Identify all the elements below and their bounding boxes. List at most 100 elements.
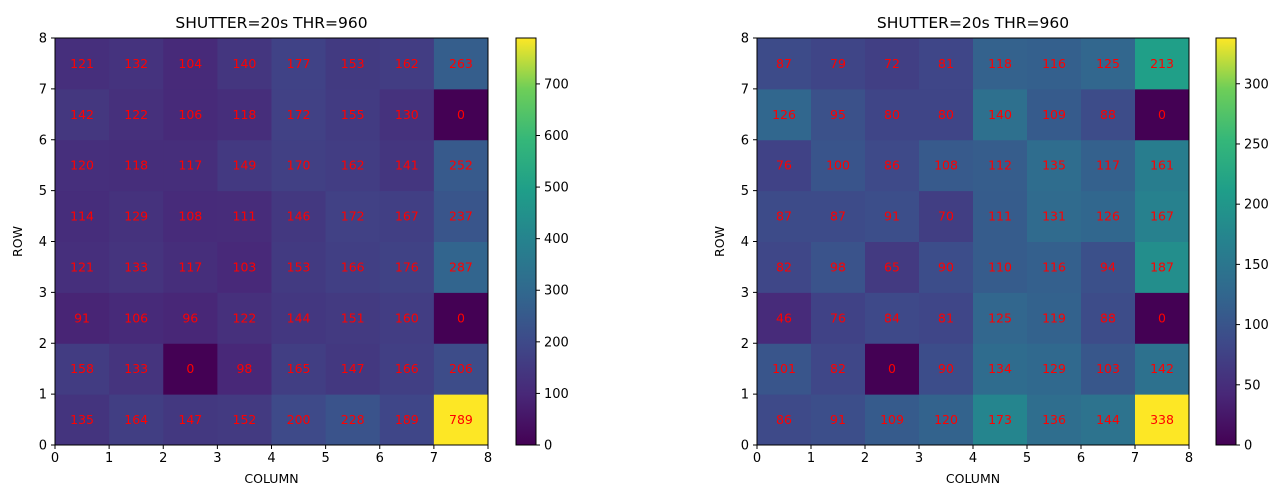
heatmap-cell bbox=[271, 343, 327, 395]
heatmap-cell bbox=[1081, 38, 1136, 90]
x-tick-label: 1 bbox=[807, 451, 815, 466]
colorbar bbox=[1215, 37, 1237, 446]
heatmap-cell bbox=[55, 190, 110, 242]
colorbar bbox=[515, 37, 537, 446]
x-tick-label: 3 bbox=[915, 451, 923, 466]
cell-value-label: 82 bbox=[776, 259, 792, 274]
heatmap-cell bbox=[1135, 292, 1190, 344]
heatmap-cell bbox=[217, 343, 272, 395]
heatmap-cell bbox=[379, 88, 435, 141]
cell-value-label: 189 bbox=[395, 412, 419, 427]
y-tick-label: 4 bbox=[39, 235, 47, 250]
cell-value-label: 87 bbox=[830, 209, 846, 224]
cell-value-label: 111 bbox=[233, 209, 257, 224]
heatmap-cell bbox=[1027, 190, 1082, 242]
x-tick-label: 5 bbox=[321, 451, 329, 466]
cell-value-label: 153 bbox=[287, 259, 311, 274]
chart-title: SHUTTER=20s THR=960 bbox=[175, 14, 367, 32]
heatmap-cell bbox=[865, 88, 920, 141]
colorbar-tick-label: 300 bbox=[1244, 77, 1269, 92]
x-tick-label: 2 bbox=[159, 451, 167, 466]
cell-value-label: 118 bbox=[124, 158, 148, 173]
heatmap-cell bbox=[757, 139, 812, 192]
x-tick-label: 7 bbox=[1131, 451, 1139, 466]
cell-value-label: 87 bbox=[776, 56, 792, 71]
cell-value-label: 106 bbox=[178, 107, 202, 122]
cell-value-label: 79 bbox=[830, 56, 846, 71]
heatmap-cell bbox=[811, 292, 866, 344]
heatmap-cell bbox=[973, 241, 1028, 293]
heatmap-cell bbox=[757, 292, 812, 344]
cell-value-label: 135 bbox=[70, 412, 94, 427]
y-tick-label: 8 bbox=[741, 32, 749, 47]
cell-value-label: 133 bbox=[124, 259, 148, 274]
heatmap-cell bbox=[325, 190, 381, 242]
cell-value-label: 76 bbox=[830, 310, 846, 325]
heatmap-cell bbox=[865, 394, 920, 446]
cell-value-label: 125 bbox=[1096, 56, 1120, 71]
heatmap-cell bbox=[109, 38, 164, 90]
heatmap-cell bbox=[757, 394, 812, 446]
heatmap-cell bbox=[163, 292, 218, 344]
cell-value-label: 177 bbox=[287, 56, 311, 71]
y-axis-label: ROW bbox=[712, 226, 727, 257]
heatmap-cell bbox=[163, 394, 218, 446]
heatmap-cell bbox=[1081, 190, 1136, 242]
cell-value-label: 167 bbox=[1150, 209, 1174, 224]
cell-value-label: 129 bbox=[124, 209, 148, 224]
x-tick-label: 7 bbox=[430, 451, 438, 466]
heatmap-cell bbox=[55, 292, 110, 344]
cell-value-label: 117 bbox=[1096, 158, 1120, 173]
heatmap-cell bbox=[217, 190, 272, 242]
cell-value-label: 98 bbox=[830, 259, 846, 274]
cell-value-label: 131 bbox=[1042, 209, 1066, 224]
x-tick-label: 4 bbox=[267, 451, 275, 466]
cell-value-label: 116 bbox=[1042, 259, 1066, 274]
cell-value-label: 84 bbox=[884, 310, 900, 325]
colorbar-tick-label: 700 bbox=[544, 77, 569, 92]
cell-value-label: 88 bbox=[1100, 310, 1116, 325]
heatmap-cell bbox=[109, 394, 164, 446]
y-tick-label: 0 bbox=[741, 439, 749, 454]
heatmap-cell bbox=[271, 139, 327, 192]
heatmap-cell bbox=[217, 292, 272, 344]
cell-value-label: 86 bbox=[776, 412, 792, 427]
heatmap-cell bbox=[1081, 394, 1136, 446]
heatmap-cell bbox=[1135, 241, 1190, 293]
cell-value-label: 135 bbox=[1042, 158, 1066, 173]
y-tick-label: 7 bbox=[39, 82, 47, 97]
heatmap-cell bbox=[325, 241, 381, 293]
heatmap-cell bbox=[1027, 38, 1082, 90]
heatmap-cell bbox=[433, 88, 489, 141]
heatmap-cell bbox=[811, 343, 866, 395]
heatmap-cell bbox=[325, 38, 381, 90]
y-tick-label: 2 bbox=[741, 337, 749, 352]
cell-value-label: 121 bbox=[70, 56, 94, 71]
heatmap-cell bbox=[379, 241, 435, 293]
y-tick-label: 2 bbox=[39, 337, 47, 352]
y-tick-label: 5 bbox=[741, 184, 749, 199]
heatmap-cell bbox=[1027, 88, 1082, 141]
cell-value-label: 91 bbox=[830, 412, 846, 427]
heatmap-cell bbox=[973, 292, 1028, 344]
cell-value-label: 80 bbox=[938, 107, 954, 122]
heatmap-cell bbox=[919, 190, 974, 242]
cell-value-label: 95 bbox=[830, 107, 846, 122]
x-tick-label: 4 bbox=[969, 451, 977, 466]
cell-value-label: 129 bbox=[1042, 361, 1066, 376]
cell-value-label: 140 bbox=[988, 107, 1012, 122]
heatmap-cell bbox=[109, 241, 164, 293]
heatmap-cell bbox=[1135, 343, 1190, 395]
x-tick-label: 0 bbox=[753, 451, 761, 466]
heatmap-cell bbox=[1027, 292, 1082, 344]
cell-value-label: 338 bbox=[1150, 412, 1174, 427]
heatmap-cell bbox=[919, 394, 974, 446]
cell-value-label: 0 bbox=[186, 361, 194, 376]
cell-value-label: 152 bbox=[233, 412, 257, 427]
cell-value-label: 109 bbox=[880, 412, 904, 427]
heatmap-cell bbox=[217, 394, 272, 446]
cell-value-label: 101 bbox=[772, 361, 796, 376]
cell-value-label: 142 bbox=[1150, 361, 1174, 376]
heatmap-cell bbox=[811, 190, 866, 242]
